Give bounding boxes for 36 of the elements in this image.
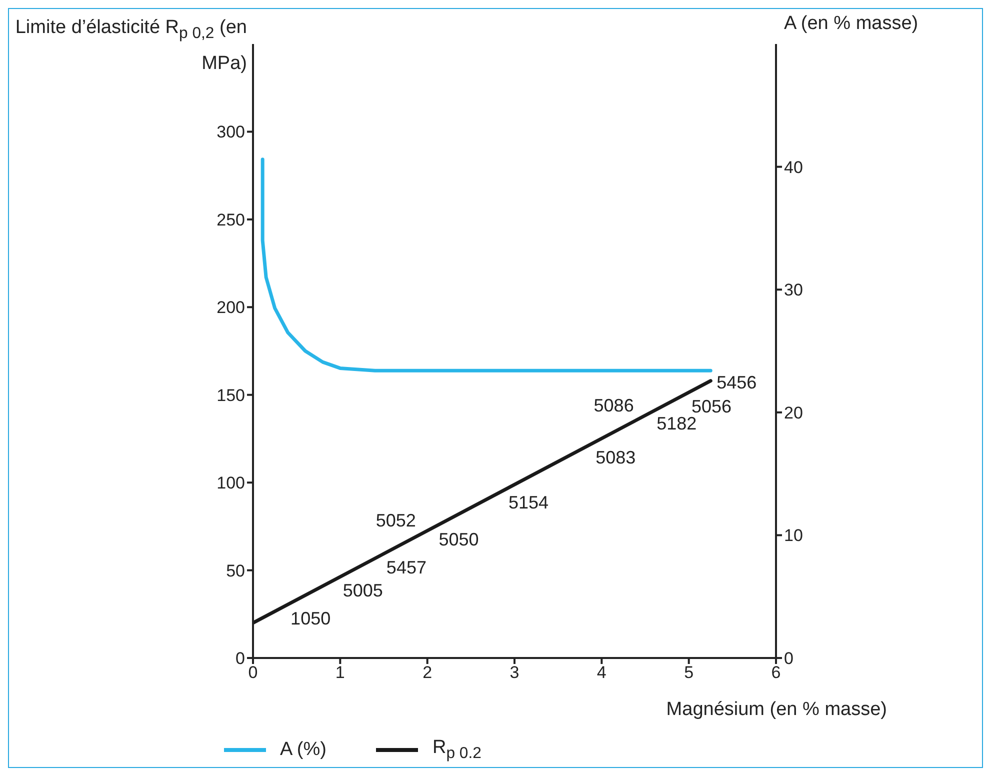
x-tick-label: 6 [771,663,781,682]
y-tick-label: 200 [216,298,245,318]
annotation: 5005 [342,580,383,602]
annotation: 5056 [692,396,732,416]
y2-tick-label: 10 [784,526,803,546]
y2-axis-title: A (en % masse) [784,13,918,35]
y-tick-label: 150 [216,386,245,405]
x-tick-label: 4 [596,663,606,682]
x-tick-label: 2 [422,663,432,682]
y-tick-label: 300 [216,122,245,142]
x-axis-title: Magnésium (en % masse) [666,699,887,721]
y-tick-label: 250 [216,210,245,230]
annotation: 1050 [290,608,331,630]
legend-label: A (%) [280,738,326,761]
annotation: 5456 [716,372,757,394]
annotation: 5457 [386,558,426,579]
y2-tick-label: 0 [784,649,794,668]
annotation: 5182 [656,414,697,435]
x-tick-label: 0 [248,663,258,682]
legend-label: R$_{p 0.2}$ [432,737,482,763]
annotation: 5083 [596,447,636,468]
x-tick-label: 5 [684,663,694,682]
annotation: 5154 [508,492,549,514]
y2-tick-label: 30 [784,280,803,300]
line-series [260,158,712,372]
y-axis-title: Limite d’élasticité R$_{p 0,2}$ (en MPa) [14,16,247,76]
x-tick-label: 1 [335,663,345,682]
x-tick-label: 3 [510,663,520,682]
y-tick-label: 50 [226,561,245,580]
y-tick-label: 0 [236,649,245,668]
y-tick-label: 100 [216,474,245,493]
annotation: 5052 [376,510,416,532]
y2-tick-label: 20 [784,403,803,422]
annotation: 5050 [438,530,479,551]
y2-tick-label: 40 [784,158,803,177]
annotation: 5086 [594,395,634,416]
